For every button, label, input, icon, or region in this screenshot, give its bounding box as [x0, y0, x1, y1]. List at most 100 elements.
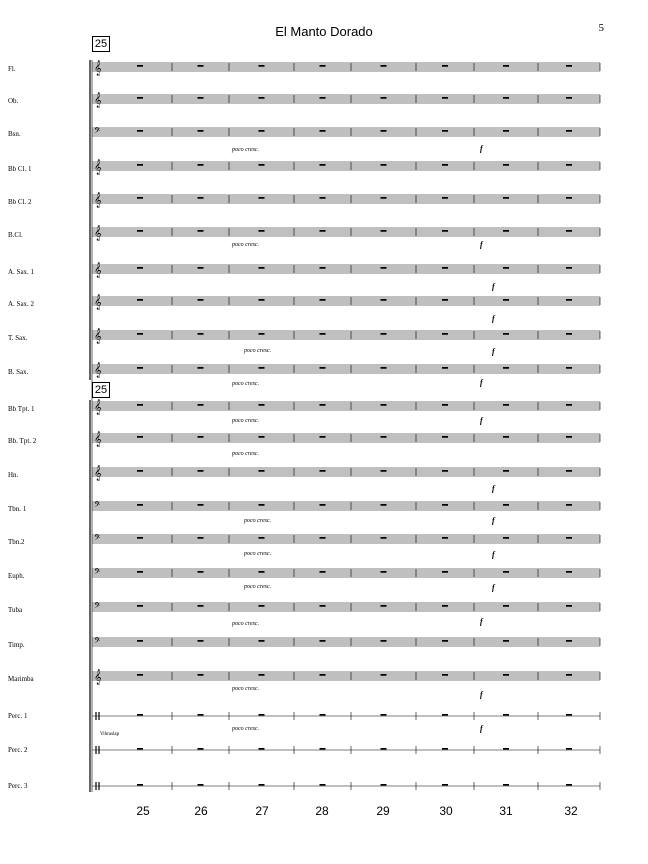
rest-mark [258, 230, 265, 232]
label-bassoon: Bsn. [8, 130, 21, 138]
rest-mark [566, 571, 572, 573]
poco-cresc-trumpet-1: poco cresc. [232, 418, 260, 424]
rest-mark [197, 197, 204, 199]
rest-mark [503, 714, 509, 716]
rest-mark [319, 333, 326, 335]
rest-mark [258, 367, 265, 369]
rest-mark [380, 504, 387, 506]
rest-mark [380, 230, 387, 232]
poco-cresc-euphonium: poco cresc. [244, 584, 272, 590]
rest-mark [380, 605, 387, 607]
notation-glyph: 𝄞 [94, 400, 102, 415]
rest-mark [503, 164, 509, 166]
rest-mark [319, 230, 326, 232]
measure-number-29: 29 [376, 804, 390, 818]
rest-mark [137, 784, 143, 786]
rest-mark [137, 640, 143, 642]
rest-mark [137, 605, 143, 607]
rest-mark [137, 714, 143, 716]
label-percussion-2: Perc. 2 [8, 746, 28, 754]
rest-mark [503, 640, 509, 642]
rest-mark [197, 367, 204, 369]
rest-mark [258, 299, 265, 301]
rest-mark [258, 164, 265, 166]
label-horn: Hn. [8, 471, 19, 479]
rest-mark [319, 130, 326, 132]
rest-mark [503, 333, 509, 335]
rest-mark [197, 504, 204, 506]
rest-mark [566, 605, 572, 607]
rest-mark [566, 130, 572, 132]
label-bass-clarinet: B.Cl. [8, 231, 23, 239]
label-tuba: Tuba [8, 606, 23, 614]
rest-mark [197, 333, 204, 335]
rest-mark [319, 504, 326, 506]
poco-cresc-tuba: poco cresc. [232, 621, 260, 627]
label-percussion-3: Perc. 3 [8, 782, 28, 790]
rest-mark [503, 504, 509, 506]
rest-mark [137, 65, 143, 67]
poco-cresc-tenor-sax: poco cresc. [244, 348, 272, 354]
rest-mark [258, 436, 265, 438]
rest-mark [380, 404, 387, 406]
rest-mark [258, 748, 265, 750]
rest-mark [197, 299, 204, 301]
rest-mark [319, 605, 326, 607]
rest-mark [197, 404, 204, 406]
rest-mark [197, 164, 204, 166]
rest-mark [503, 784, 509, 786]
rest-mark [566, 748, 572, 750]
measure-number-32: 32 [564, 804, 578, 818]
page-number: 5 [598, 22, 605, 34]
rehearsal-mark-brass: 25 [92, 382, 110, 398]
rest-mark [566, 436, 572, 438]
rest-mark [442, 436, 448, 438]
label-percussion-1: Perc. 1 [8, 712, 28, 720]
notation-glyph: 𝄞 [94, 363, 102, 378]
rest-mark [566, 640, 572, 642]
rest-mark [137, 164, 143, 166]
rest-mark [319, 267, 326, 269]
rest-mark [258, 714, 265, 716]
rest-mark [258, 537, 265, 539]
rest-mark [442, 97, 448, 99]
notation-glyph: 𝄢 [94, 602, 101, 613]
rest-mark [442, 367, 448, 369]
rest-mark [503, 130, 509, 132]
rest-mark [566, 164, 572, 166]
rest-mark [503, 404, 509, 406]
notation-glyph: 𝄞 [94, 93, 102, 108]
label-alto-sax-2: A. Sax. 2 [8, 300, 35, 308]
rest-mark [258, 784, 265, 786]
rest-mark [258, 97, 265, 99]
rest-mark [258, 674, 265, 676]
notation-glyph: 𝄢 [94, 534, 101, 545]
rest-mark [319, 748, 326, 750]
label-euphonium: Euph. [8, 572, 25, 580]
rest-mark [319, 674, 326, 676]
rest-mark [197, 674, 204, 676]
measure-number-31: 31 [499, 804, 513, 818]
rest-mark [442, 130, 448, 132]
notation-glyph: 𝄞 [94, 263, 102, 278]
notation-glyph: 𝄞 [94, 61, 102, 76]
rest-mark [137, 97, 143, 99]
notation-glyph: 𝄞 [94, 160, 102, 175]
rest-mark [566, 367, 572, 369]
rest-mark [442, 333, 448, 335]
rest-mark [258, 504, 265, 506]
rest-mark [380, 674, 387, 676]
rest-mark [503, 267, 509, 269]
rest-mark [137, 571, 143, 573]
label-bari-sax: B. Sax. [8, 368, 29, 376]
rest-mark [442, 640, 448, 642]
rest-mark [442, 537, 448, 539]
rest-mark [137, 748, 143, 750]
rest-mark [442, 784, 448, 786]
rest-mark [380, 333, 387, 335]
rest-mark [566, 299, 572, 301]
rest-mark [137, 470, 143, 472]
poco-cresc-percussion-1: poco cresc. [232, 726, 260, 732]
poco-cresc-trombone-2: poco cresc. [244, 551, 272, 557]
